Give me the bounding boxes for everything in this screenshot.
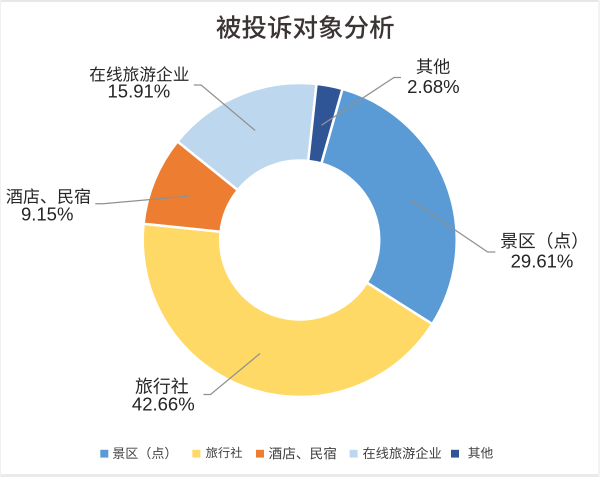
svg-text:2.68%: 2.68% (407, 76, 459, 97)
svg-text:29.61%: 29.61% (511, 251, 574, 272)
svg-text:15.91%: 15.91% (108, 81, 171, 102)
svg-text:9.15%: 9.15% (21, 204, 73, 225)
svg-text:42.66%: 42.66% (132, 394, 195, 415)
